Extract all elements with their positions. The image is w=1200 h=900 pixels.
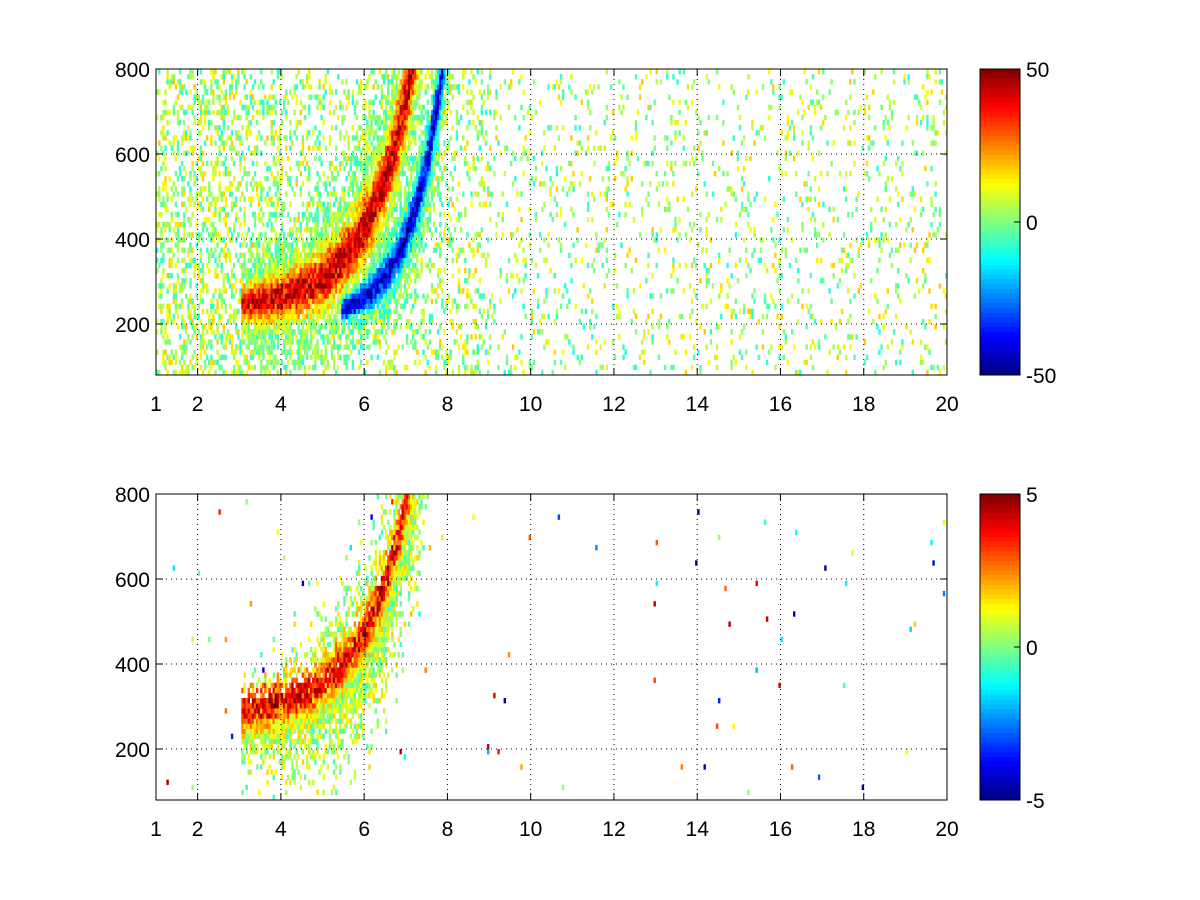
x-tick-label: 10	[519, 393, 542, 416]
x-tick-label: 2	[192, 393, 204, 416]
y-tick-label: 400	[115, 229, 150, 252]
y-tick-label: 400	[115, 654, 150, 677]
x-tick-label: 20	[935, 818, 958, 841]
x-tick-label: 8	[442, 393, 454, 416]
colorbar-tick-label: 5	[1026, 484, 1038, 507]
y-tick-label: 600	[115, 569, 150, 592]
heatmap-cells	[166, 494, 946, 801]
colorbar-tick-label: -5	[1026, 790, 1045, 813]
x-tick-label: 4	[275, 818, 287, 841]
axes-frame	[155, 68, 948, 376]
colorbar-tick-label: -50	[1026, 365, 1056, 388]
y-tick-label: 600	[115, 144, 150, 167]
x-tick-label: 18	[852, 393, 875, 416]
x-tick-label: 14	[686, 393, 710, 416]
y-tick-label: 800	[115, 59, 150, 82]
x-tick-label: 1	[150, 393, 162, 416]
y-tick-label: 200	[115, 314, 150, 337]
colorbar: 50 0 -50	[979, 59, 1056, 388]
x-tick-label: 4	[275, 393, 287, 416]
x-tick-label: 10	[519, 818, 542, 841]
x-tick-label: 12	[602, 393, 625, 416]
x-tick-label: 18	[852, 818, 875, 841]
y-tick-label: 200	[115, 739, 150, 762]
x-tick-label: 16	[769, 393, 792, 416]
colorbar-tick-label: 50	[1026, 59, 1049, 82]
x-tick-label: 8	[442, 818, 454, 841]
colorbar: 5 0 -5	[979, 484, 1045, 813]
colorbar-tick-label: 0	[1026, 637, 1038, 660]
colorbar-tick-label: 0	[1026, 212, 1038, 235]
x-tick-label: 2	[192, 818, 204, 841]
x-tick-label: 12	[602, 818, 625, 841]
x-tick-label: 6	[358, 818, 370, 841]
x-tick-label: 14	[686, 818, 710, 841]
x-tick-label: 6	[358, 393, 370, 416]
x-tick-label: 20	[935, 393, 958, 416]
x-tick-label: 1	[150, 818, 162, 841]
x-tick-label: 16	[769, 818, 792, 841]
y-tick-label: 800	[115, 484, 150, 507]
axes-frame	[155, 493, 948, 801]
heatmap-cells	[156, 69, 948, 376]
